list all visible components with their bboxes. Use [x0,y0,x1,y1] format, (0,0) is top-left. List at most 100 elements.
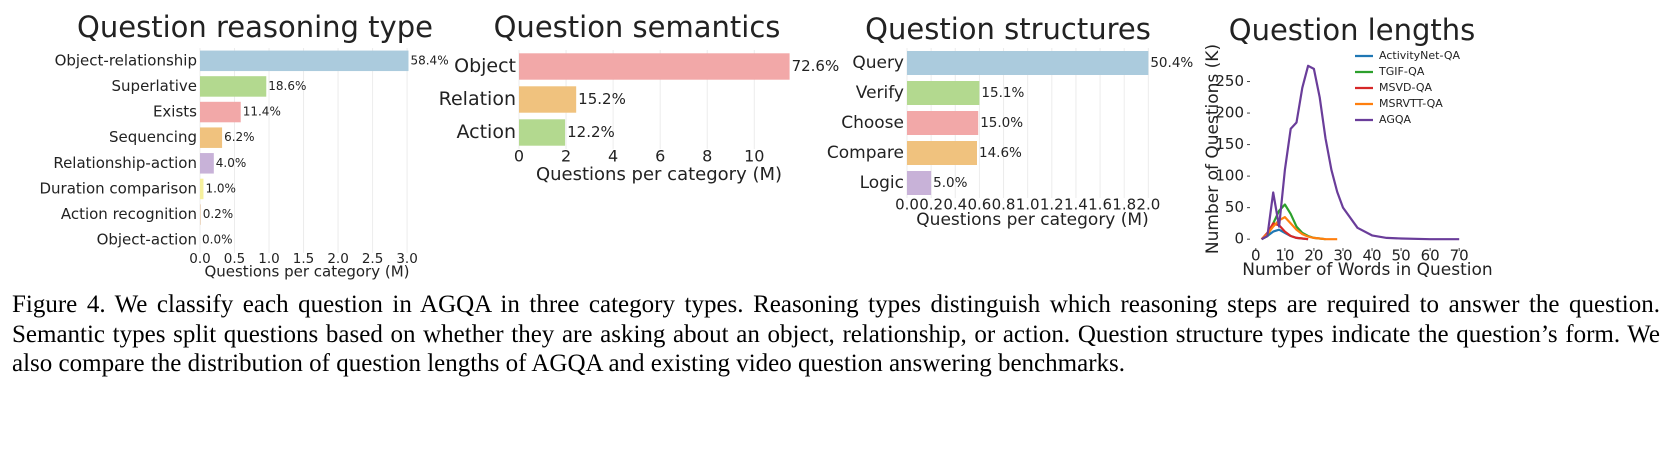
chart: Question lengths 0 10 20 30 40 50 60 70 0 50 100 150… [1203,13,1493,280]
chart-title: Question lengths [1229,13,1475,47]
y-tick-label: 250 [1215,72,1244,90]
x-tick-label: 8 [702,147,712,166]
bar-label: 5.0% [933,175,967,191]
series-line [1261,64,1460,241]
x-tick-label: 30 [1333,247,1352,265]
x-tick-label: 1.0 [1016,196,1040,214]
x-tick-label: 60 [1421,247,1440,265]
y-tick-label: 200 [1215,104,1244,122]
bar [200,178,204,200]
x-tick-label: 1.2 [1040,196,1064,214]
legend-label: AGQA [1379,113,1412,126]
x-tick-label: 1.5 [293,251,314,267]
bar-label: 58.4% [410,53,448,67]
category-label: Compare [827,143,904,163]
legend-label: TGIF-QA [1378,65,1425,78]
x-tick-label: 0.0 [189,251,210,267]
chart-title: Question reasoning type [77,10,433,44]
category-label: Object-action [97,231,197,249]
chart-title: Question semantics [494,10,781,44]
bar [200,76,267,97]
bar [200,101,241,123]
legend-label: MSRVTT-QA [1379,97,1443,110]
bar-label: 12.2% [567,123,615,141]
x-tick-label: 0.4 [943,196,967,214]
x-tick-label: 1.0 [258,251,279,267]
bar-label: 6.2% [224,130,255,144]
x-tick-label: 0.5 [224,251,245,267]
bar-label: 18.6% [268,79,306,93]
x-tick-label: 0.2 [919,196,943,214]
x-tick-label: 0 [514,147,524,166]
bar [200,50,409,72]
bar-label: 1.0% [205,181,236,195]
y-tick-label: 50 [1225,198,1244,216]
legend-label: MSVD-QA [1379,81,1432,94]
bar-label: 15.2% [578,90,626,108]
bar-label: 4.0% [216,156,247,170]
x-tick-label: 10 [1275,247,1294,265]
bar [200,204,201,225]
category-label: Object [454,55,516,77]
x-tick-label: 2.0 [1136,196,1160,214]
bar [519,86,577,113]
bar-label: 15.1% [981,85,1024,101]
category-label: Action [456,121,516,143]
category-label: Object-relationship [55,51,197,69]
category-label: Choose [841,113,904,133]
chart: Question reasoning type 0.0 0.5 1.0 1.5 2.0 2.… [40,10,449,281]
legend-label: ActivityNet-QA [1379,49,1460,62]
bar-label: 72.6% [792,57,840,75]
bar [907,51,1149,75]
bar [907,171,932,195]
figure: Question reasoning type 0.0 0.5 1.0 1.5 2.0 2.… [40,10,1493,281]
x-tick-label: 0 [1251,247,1261,265]
x-tick-label: 3.0 [396,251,417,267]
category-label: Superlative [112,77,197,95]
bar-label: 0.0% [202,233,233,247]
x-tick-label: 0.0 [895,196,919,214]
x-tick-label: 20 [1304,247,1323,265]
category-label: Duration comparison [40,179,198,197]
y-axis-label: Number of Questions (K) [1203,44,1223,254]
category-label: Action recognition [61,205,197,223]
category-label: Sequencing [109,128,197,146]
bar [907,111,979,135]
x-tick-label: 1.6 [1088,196,1112,214]
category-label: Logic [860,173,904,193]
bar [519,53,790,80]
bar [519,119,566,146]
x-tick-label: 0.8 [992,196,1016,214]
series-line [1260,216,1338,241]
bar [200,127,223,148]
x-axis-label: Questions per category (M) [204,263,409,281]
x-tick-label: 50 [1392,247,1411,265]
x-axis-label: Questions per category (M) [916,210,1148,230]
x-tick-label: 2 [561,147,571,166]
category-label: Verify [856,83,904,103]
x-tick-label: 1.4 [1064,196,1088,214]
bar-label: 11.4% [243,105,281,119]
bar-label: 15.0% [980,115,1023,131]
bar [907,141,977,165]
category-label: Exists [153,103,197,121]
x-tick-label: 4 [608,147,618,166]
y-tick-label: 150 [1215,135,1244,153]
y-tick-label: 100 [1215,167,1244,185]
bar [907,81,980,105]
x-tick-label: 40 [1362,247,1381,265]
category-label: Relation [439,88,516,110]
x-axis-label: Questions per category (M) [536,164,782,185]
category-label: Query [852,53,904,73]
x-tick-label: 0.6 [967,196,991,214]
bar-label: 14.6% [979,145,1022,161]
chart: Question structures 0.0 0.2 0.4 0.6 0.8 1.0 1.2… [827,12,1194,230]
category-label: Relationship-action [53,154,197,172]
chart-title: Question structures [865,12,1151,46]
bar-label: 50.4% [1150,55,1193,71]
x-tick-label: 2.5 [362,251,383,267]
y-tick-label: 0 [1234,230,1244,248]
x-tick-label: 10 [744,147,764,166]
